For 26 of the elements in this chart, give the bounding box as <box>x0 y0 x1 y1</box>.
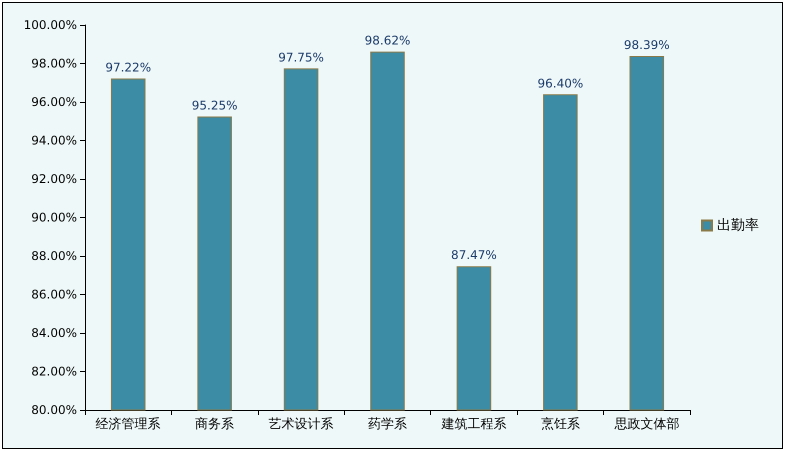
x-tick-label: 思政文体部 <box>613 417 680 432</box>
data-label: 98.62% <box>364 34 410 48</box>
data-label: 97.75% <box>278 50 324 64</box>
data-label: 96.40% <box>537 76 584 90</box>
y-tick-label: 88.00% <box>31 249 77 263</box>
x-tick-label: 经济管理系 <box>96 417 161 432</box>
x-tick-label: 建筑工程系 <box>440 417 506 432</box>
x-tick-label: 烹饪系 <box>540 416 580 432</box>
x-tick-label: 商务系 <box>195 417 234 432</box>
y-tick-label: 80.00% <box>31 403 77 417</box>
data-label: 87.47% <box>451 248 497 262</box>
y-tick-label: 86.00% <box>31 288 77 302</box>
y-tick-label: 84.00% <box>31 326 77 340</box>
y-tick-label: 82.00% <box>31 364 77 378</box>
x-tick-label: 艺术设计系 <box>268 417 334 432</box>
legend-label: 出勤率 <box>717 218 759 234</box>
y-tick-label: 100.00% <box>24 18 77 32</box>
data-label: 95.25% <box>192 98 238 112</box>
data-label: 97.22% <box>105 60 152 75</box>
y-tick-label: 96.00% <box>31 95 77 109</box>
x-tick-label: 药学系 <box>368 417 407 432</box>
y-tick-label: 94.00% <box>31 134 77 148</box>
y-tick-label: 90.00% <box>31 210 77 224</box>
data-label: 98.39% <box>624 38 670 52</box>
y-tick-label: 98.00% <box>31 56 77 70</box>
y-tick-label: 92.00% <box>31 172 77 186</box>
